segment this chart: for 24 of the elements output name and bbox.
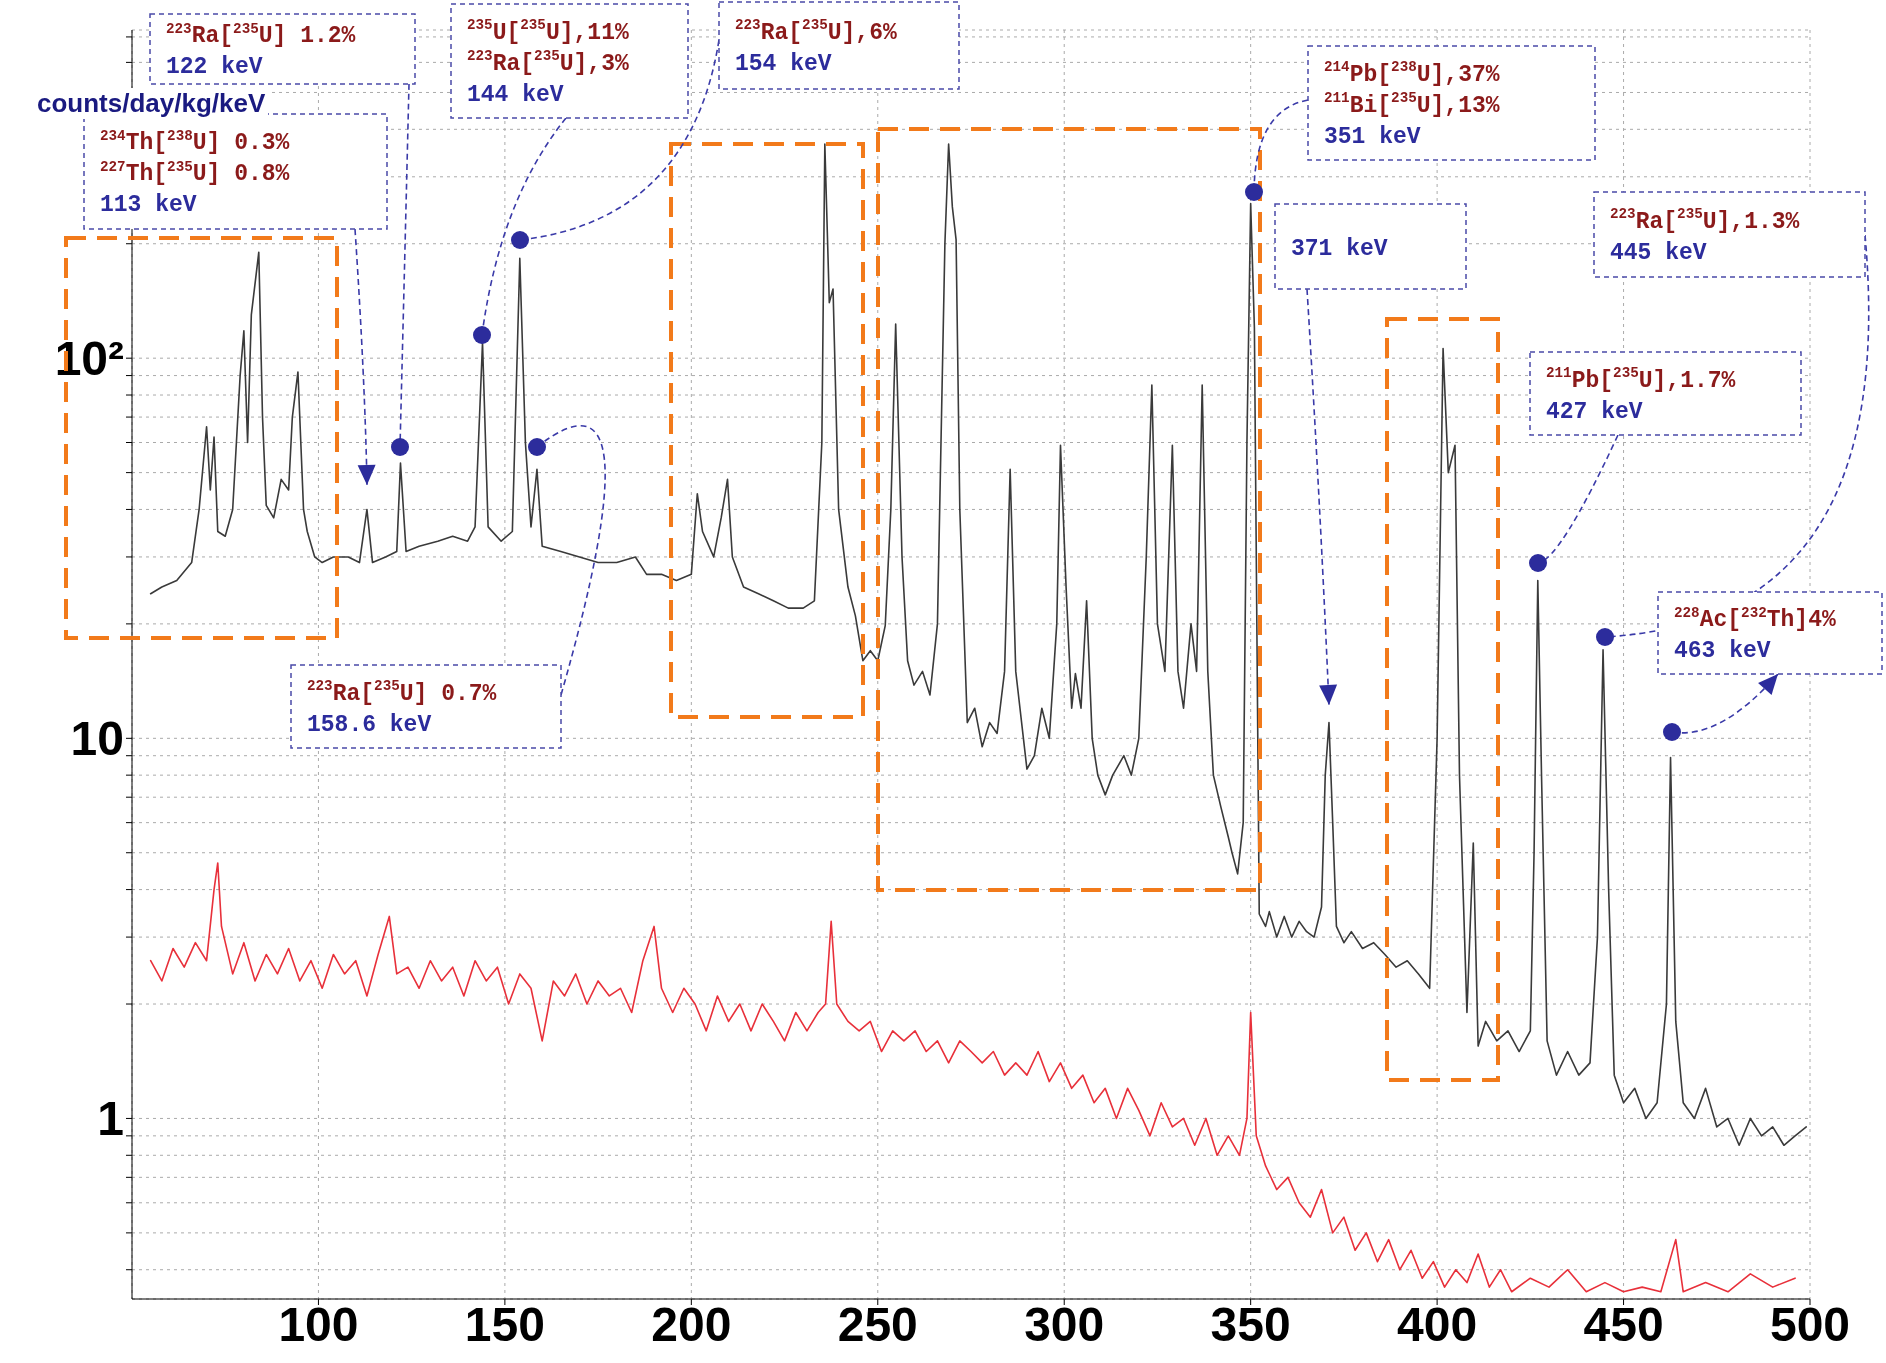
annotation: 371 keV bbox=[1291, 236, 1388, 263]
x-tick-label: 250 bbox=[837, 1298, 918, 1352]
x-tick-label: 100 bbox=[278, 1298, 359, 1352]
text: $^{235}$U[$^{235}$U],11% $^{223}$Ra[$^{235}$U],3% 144 keV bbox=[467, 17, 629, 108]
x-tick-label: 200 bbox=[651, 1298, 732, 1352]
annotation: $^{223}$Ra[$^{235}$U] 0.7% 158.6 keV bbox=[307, 678, 497, 738]
text: $^{214}$Pb[$^{238}$U],37% $^{211}$Bi[$^{235}$U],13% 351 keV bbox=[1324, 59, 1500, 150]
y-tick-label: 1 bbox=[97, 1092, 124, 1146]
x-tick-label: 300 bbox=[1024, 1298, 1105, 1352]
x-tick-label: 350 bbox=[1210, 1298, 1291, 1352]
annotation: $^{228}$Ac[$^{232}$Th]4% 463 keV bbox=[1674, 604, 1836, 665]
x-tick-label: 150 bbox=[464, 1298, 545, 1352]
y-axis-title: counts/day/kg/keV bbox=[34, 88, 269, 119]
y-tick-label: 10 bbox=[70, 712, 124, 766]
annotation: $^{223}$Ra[$^{235}$U],6% 154 keV bbox=[735, 17, 897, 77]
text: $^{234}$Th[$^{238}$U] 0.3% $^{227}$Th[$^{235}$U] 0.8% 113 keV bbox=[100, 127, 290, 219]
annotation: $^{223}$Ra[$^{235}$U] 1.2% 122 keV bbox=[166, 20, 356, 81]
line-series bbox=[149, 862, 1796, 1293]
x-tick-label: 500 bbox=[1769, 1298, 1851, 1352]
x-tick-label: 450 bbox=[1583, 1298, 1664, 1352]
annotation: $^{223}$Ra[$^{235}$U],1.3% 445 keV bbox=[1610, 206, 1800, 266]
y-tick-label: 10² bbox=[54, 332, 124, 386]
annotation: $^{211}$Pb[$^{235}$U],1.7% 427 keV bbox=[1546, 365, 1736, 425]
x-tick-label: 400 bbox=[1397, 1298, 1478, 1352]
